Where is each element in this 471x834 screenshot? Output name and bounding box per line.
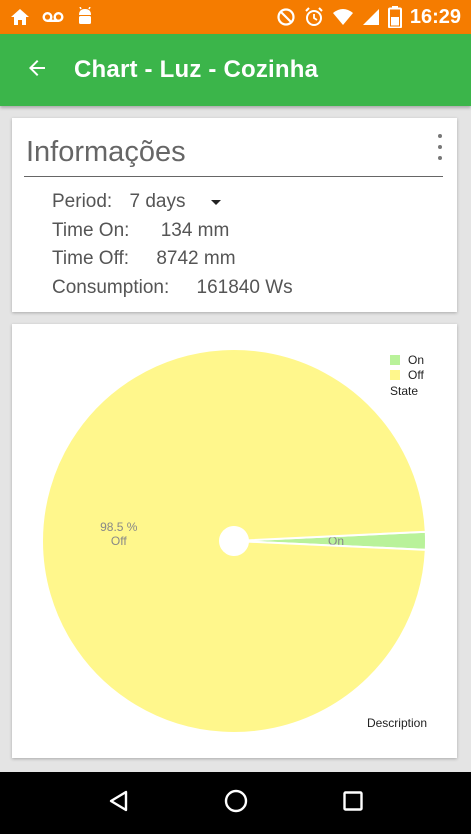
legend-item-off: Off [390,367,424,382]
slice-name-label-off: Off [111,534,127,548]
back-nav-icon [107,789,131,818]
do-not-disturb-icon [276,7,296,27]
slice-name-label-on: On [328,534,344,548]
nav-recents-button[interactable] [328,778,378,828]
page-title: Chart - Luz - Cozinha [74,56,319,83]
time-off-value: 8742 mm [156,248,236,269]
legend-label-on: On [408,352,425,367]
time-off-label: Time Off: [52,248,130,269]
pie-slice-off[interactable] [41,348,427,734]
time-on-label: Time On: [52,219,130,241]
android-icon [76,7,94,27]
signal-icon [362,8,380,26]
chart-legend: On Off State [390,352,424,398]
slice-value-label-off: 98.5 % [100,520,138,534]
back-button[interactable] [0,34,74,106]
consumption-value: 161840 Ws [196,276,293,298]
arrow-back-icon [25,56,49,85]
info-card: Informações Period: 7 days Time On: 134 … [12,118,457,312]
more-vert-icon[interactable] [435,134,445,160]
legend-swatch-off [390,369,400,380]
legend-title: State [390,384,419,398]
status-time: 16:29 [409,5,461,28]
wifi-icon [332,8,354,26]
battery-icon [387,6,402,28]
home-icon [10,8,30,26]
time-on-value: 134 mm [160,219,230,241]
status-bar: 16:29 [0,0,471,34]
time-off-row: Time Off: 8742 mm [52,245,293,274]
recents-nav-icon [341,789,365,818]
status-right-icons: 16:29 [276,6,461,29]
consumption-row: Consumption: 161840 Ws [52,274,293,303]
time-on-row: Time On: 134 mm [52,217,293,246]
legend-label-off: Off [408,367,424,382]
period-label: Period: [52,191,113,212]
nav-bar [0,772,471,834]
info-lines: Period: 7 days Time On: 134 mm Time Off:… [52,188,293,302]
nav-home-button[interactable] [211,778,261,828]
chart-description: Description [366,716,427,730]
info-card-title: Informações [26,136,186,168]
status-left-icons [10,7,94,27]
alarm-icon [304,7,324,27]
consumption-label: Consumption: [52,276,170,298]
home-nav-icon [223,788,249,819]
voicemail-icon [42,10,64,24]
app-bar: Chart - Luz - Cozinha [0,34,471,106]
nav-back-button[interactable] [94,778,144,828]
period-value: 7 days [129,191,186,212]
legend-item-on: On [390,352,424,367]
legend-swatch-on [390,354,400,365]
period-row: Period: 7 days [52,188,293,217]
period-dropdown[interactable]: 7 days [129,188,222,217]
info-divider [24,176,443,177]
dropdown-arrow-icon [211,199,222,205]
